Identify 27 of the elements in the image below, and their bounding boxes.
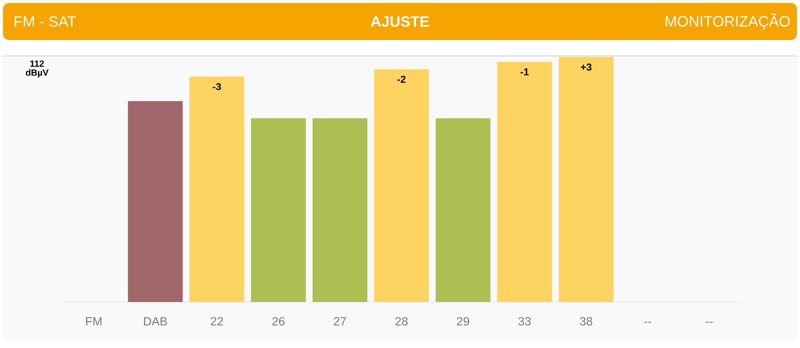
annotation: -3 — [212, 83, 221, 90]
annotation: +3 — [580, 64, 592, 71]
x-tick-label: 28 — [395, 317, 408, 326]
text: MONITORIZAÇÃO — [666, 13, 790, 30]
x-tick-label: 27 — [334, 317, 346, 326]
bar — [251, 118, 306, 302]
bar — [558, 56, 614, 302]
bar — [189, 76, 244, 302]
text: 112 dBµV — [26, 60, 48, 78]
bar — [312, 118, 368, 302]
bar — [128, 101, 183, 302]
annotation: -1 — [520, 68, 529, 76]
text: FM - SAT — [14, 16, 76, 27]
bar — [497, 62, 552, 302]
x-tick-label: 38 — [580, 317, 592, 326]
bar — [436, 118, 490, 302]
x-tick-label: DAB — [144, 317, 167, 326]
annotation: -2 — [397, 76, 406, 83]
x-tick-label: 26 — [272, 317, 285, 326]
x-tick-label: -- — [706, 322, 713, 323]
chart-title: AJUSTE — [370, 16, 429, 27]
bar — [374, 69, 429, 302]
x-tick-label: 29 — [457, 317, 470, 326]
x-tick-label: -- — [644, 322, 652, 323]
x-tick-label: FM — [86, 317, 102, 326]
x-tick-label: 22 — [210, 317, 223, 326]
x-tick-label: 33 — [518, 317, 531, 326]
